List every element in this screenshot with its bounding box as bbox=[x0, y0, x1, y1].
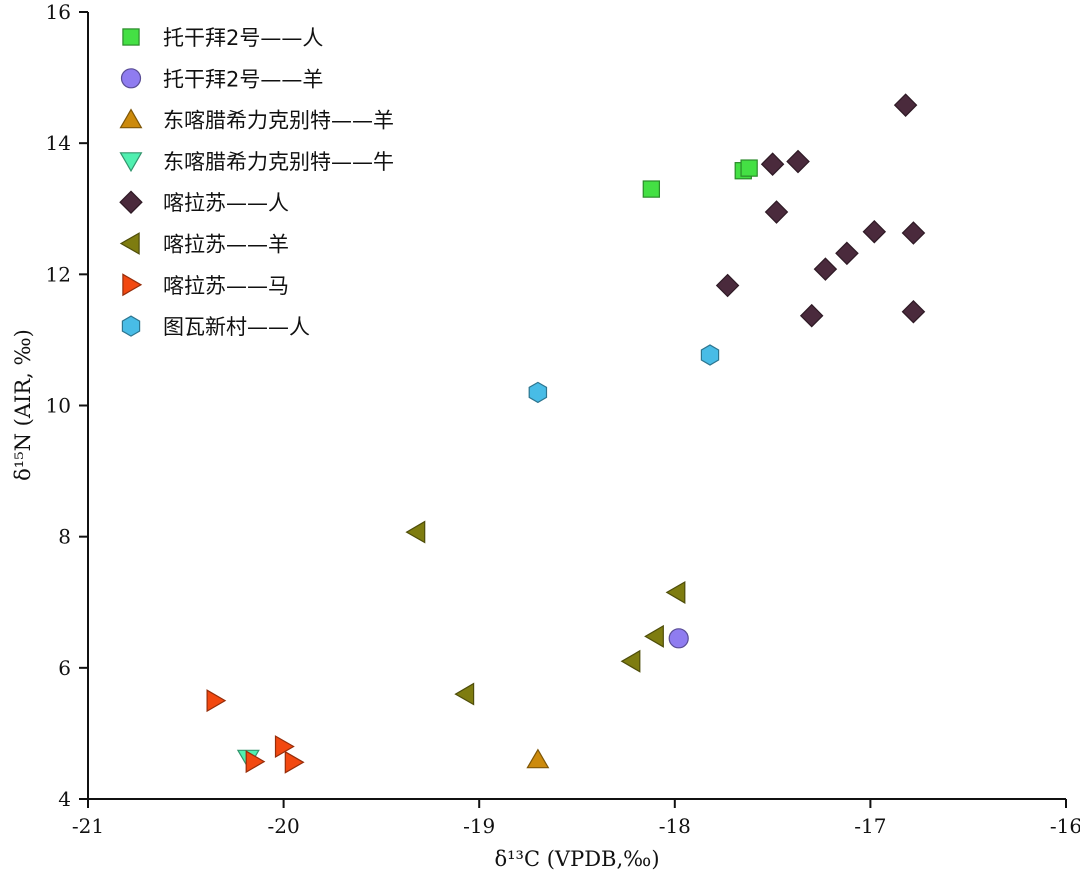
data-point-diamond bbox=[835, 241, 859, 266]
x-tick-label: -21 bbox=[72, 814, 104, 838]
x-axis-label: δ¹³C (VPDB,‰) bbox=[494, 847, 659, 871]
data-points bbox=[206, 93, 926, 774]
x-tick-label: -19 bbox=[463, 814, 495, 838]
data-point-diamond bbox=[786, 149, 810, 174]
legend-label: 托干拜2号——人 bbox=[163, 26, 323, 50]
data-point-triangle-up bbox=[526, 748, 550, 769]
data-point-diamond bbox=[901, 221, 926, 245]
series-4 bbox=[715, 93, 926, 328]
y-tick-label: 6 bbox=[58, 656, 71, 680]
legend-label: 图瓦新村——人 bbox=[163, 315, 310, 339]
y-tick-label: 8 bbox=[58, 525, 71, 549]
data-point-hexagon bbox=[528, 381, 548, 404]
data-point-triangle-left bbox=[665, 580, 686, 604]
legend-item: 喀拉苏——人 bbox=[119, 190, 289, 215]
legend-item: 托干拜2号——羊 bbox=[120, 67, 323, 91]
legend-item: 东喀腊希力克别特——羊 bbox=[119, 108, 394, 133]
data-point-triangle-left bbox=[405, 520, 426, 544]
legend-label: 喀拉苏——马 bbox=[163, 274, 289, 298]
legend-label: 托干拜2号——羊 bbox=[163, 67, 323, 91]
legend-item: 喀拉苏——羊 bbox=[119, 232, 289, 257]
legend-marker-square bbox=[122, 28, 140, 46]
y-axis-label: δ¹⁵N (AIR, ‰) bbox=[11, 329, 35, 481]
data-point-triangle-right bbox=[245, 750, 266, 774]
data-point-circle bbox=[668, 628, 689, 649]
legend-label: 喀拉苏——人 bbox=[163, 191, 289, 215]
legend-marker-triangle-up bbox=[119, 108, 143, 129]
data-point-diamond bbox=[893, 93, 918, 117]
x-tick-label: -17 bbox=[854, 814, 886, 838]
x-tick-label: -18 bbox=[659, 814, 691, 838]
data-point-square bbox=[642, 180, 661, 198]
y-tick-label: 16 bbox=[46, 0, 71, 24]
x-tick-label: -20 bbox=[267, 814, 299, 838]
legend: 托干拜2号——人托干拜2号——羊东喀腊希力克别特——羊东喀腊希力克别特——牛喀拉… bbox=[119, 26, 394, 339]
legend-label: 喀拉苏——羊 bbox=[163, 233, 289, 257]
legend-marker-triangle-left bbox=[119, 232, 140, 255]
x-tick-label: -16 bbox=[1050, 814, 1080, 838]
legend-label: 东喀腊希力克别特——羊 bbox=[163, 109, 394, 133]
data-point-diamond bbox=[813, 257, 838, 281]
data-point-triangle-right bbox=[284, 750, 305, 774]
data-point-diamond bbox=[760, 152, 785, 176]
y-tick-label: 14 bbox=[46, 131, 71, 155]
data-point-triangle-left bbox=[454, 682, 475, 706]
legend-marker-triangle-down bbox=[119, 152, 143, 173]
series-6 bbox=[206, 689, 305, 774]
legend-marker-diamond bbox=[119, 190, 143, 214]
data-point-triangle-left bbox=[644, 624, 664, 648]
data-point-hexagon bbox=[700, 344, 720, 366]
series-1 bbox=[668, 628, 689, 649]
data-point-diamond bbox=[862, 219, 887, 244]
legend-marker-triangle-right bbox=[122, 273, 143, 297]
data-point-diamond bbox=[764, 200, 789, 224]
y-tick-label: 10 bbox=[46, 394, 71, 418]
legend-item: 东喀腊希力克别特——牛 bbox=[119, 150, 394, 174]
series-2 bbox=[526, 748, 550, 769]
legend-label: 东喀腊希力克别特——牛 bbox=[163, 150, 394, 174]
series-5 bbox=[405, 520, 686, 706]
series-0 bbox=[642, 159, 758, 198]
legend-marker-circle bbox=[120, 68, 142, 89]
legend-marker-hexagon bbox=[121, 315, 141, 337]
x-ticks: -21 -20 -19 -18 -17 -16 bbox=[72, 799, 1080, 838]
legend-item: 喀拉苏——马 bbox=[122, 273, 289, 298]
data-point-diamond bbox=[799, 303, 824, 328]
y-tick-label: 12 bbox=[46, 262, 71, 286]
data-point-triangle-right bbox=[274, 735, 295, 759]
data-point-square bbox=[740, 159, 758, 177]
y-ticks: 4 6 8 10 12 14 16 bbox=[46, 0, 88, 811]
legend-item: 图瓦新村——人 bbox=[121, 315, 310, 339]
data-point-diamond bbox=[715, 273, 740, 298]
data-point-diamond bbox=[901, 299, 926, 324]
data-point-triangle-left bbox=[620, 649, 641, 673]
data-point-triangle-right bbox=[206, 689, 227, 713]
legend-item: 托干拜2号——人 bbox=[122, 26, 323, 50]
y-tick-label: 4 bbox=[58, 787, 71, 811]
series-7 bbox=[528, 344, 720, 404]
